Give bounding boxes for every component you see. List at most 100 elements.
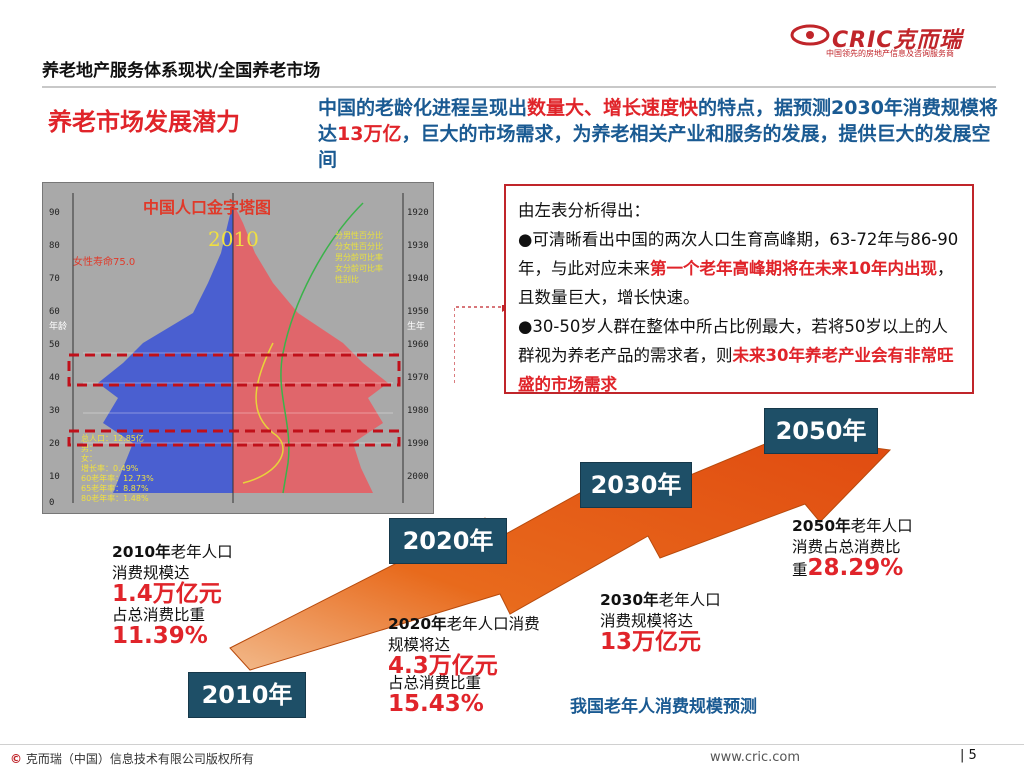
info-2010: 2010年老年人口 消费规模达 1.4万亿元 占总消费比重 11.39%: [112, 542, 302, 649]
logo-eye-icon: [790, 24, 830, 46]
pyramid-stat: 男：: [81, 444, 97, 453]
info-text: 占总消费比重: [388, 674, 482, 692]
intro-highlight-2: 13万亿: [337, 123, 402, 145]
pyramid-note: 女性寿命75.0: [73, 255, 135, 268]
page-number: | 5: [960, 748, 977, 763]
pyramid-right-axis: 1920 1930 1940 1950 1960 1970 1980 1990 …: [407, 208, 429, 482]
year-box-2010: 2010年: [188, 672, 306, 718]
pyramid-left-tick: 20: [49, 439, 60, 449]
logo-tagline: 中国领先的房地产信息及咨询服务商: [826, 49, 954, 58]
analysis-point-2: ●30-50岁人群在整体中所占比例最大，若将50岁以上的人群视为养老产品的需求者…: [518, 312, 960, 399]
intro-highlight-1: 数量大、增长速度快: [527, 97, 699, 119]
analysis-heading: 由左表分析得出：: [518, 201, 650, 220]
pyramid-left-tick: 90: [49, 208, 60, 218]
intro-text-3: ，巨大的市场需求，为养老相关产业和服务的发展，提供巨大的发展空间: [318, 123, 991, 171]
info-text: 老年人口: [658, 591, 721, 609]
page-number-value: 5: [968, 748, 977, 763]
connector-line: [454, 305, 510, 383]
pyramid-left-tick: 0: [49, 498, 54, 508]
growth-arrow: [229, 438, 892, 671]
pyramid-stat: 80老年率：1.48%: [81, 493, 149, 503]
pyramid-stats: 总人口：12.85亿 男： 女： 增长率：0.49% 60老年率：12.73% …: [81, 433, 154, 503]
pyramid-left-tick: 80: [49, 241, 60, 251]
pyramid-right-axis-label: 生年: [407, 320, 425, 332]
analysis-point-1: ●可清晰看出中国的两次人口生育高峰期，63-72年与86-90年，与此对应未来第…: [518, 225, 960, 312]
pyramid-legend-item: 分女性百分比: [335, 241, 383, 251]
pyramid-legend-item: 分男性百分比: [335, 230, 383, 240]
info-ratio: 11.39%: [112, 623, 208, 649]
info-text: 重: [792, 561, 808, 579]
pyramid-right-tick: 1990: [407, 439, 429, 449]
section-title: 养老市场发展潜力: [48, 108, 240, 136]
page-title: 养老地产服务体系现状/全国养老市场: [42, 61, 321, 81]
intro-text-1: 中国的老龄化进程呈现出: [318, 97, 528, 119]
pyramid-title: 中国人口金字塔图: [143, 198, 271, 217]
header-divider: [42, 86, 996, 88]
info-text: 消费占总消费比: [792, 538, 901, 556]
info-text: 老年人口: [170, 543, 233, 561]
pyramid-right-tick: 1940: [407, 274, 429, 284]
info-text: 占总消费比重: [112, 606, 206, 624]
analysis-text: ●可清晰看出中国的两次人口生育高峰期，63-72年与86-90年，与此对应未来: [518, 230, 959, 278]
info-year: 2050年: [792, 517, 851, 535]
info-year: 2030年: [600, 591, 659, 609]
year-box-2050: 2050年: [764, 408, 878, 454]
pyramid-right-tick: 1920: [407, 208, 429, 218]
info-2020: 2020年老年人口消费 规模将达 4.3万亿元 占总消费比重 15.43%: [388, 614, 568, 716]
footer-copyright: © 克而瑞（中国）信息技术有限公司版权所有: [10, 750, 254, 767]
forecast-caption: 我国老年人消费规模预测: [570, 697, 757, 717]
info-value: 4.3万亿元: [388, 653, 498, 679]
intro-text-2: 的特点，据预测2030年消费规模将达: [318, 97, 998, 145]
info-2030: 2030年老年人口 消费规模将达 13万亿元: [600, 590, 760, 655]
info-value: 1.4万亿元: [112, 581, 222, 607]
pyramid-legend-item: 男分龄可比率: [335, 252, 383, 262]
info-text: 消费规模达: [112, 564, 190, 582]
footer-url[interactable]: www.cric.com: [710, 750, 800, 765]
analysis-highlight: 第一个老年高峰期将在未来10年内出现: [650, 259, 937, 278]
year-box-2030: 2030年: [580, 462, 692, 508]
analysis-box: 由左表分析得出： ●可清晰看出中国的两次人口生育高峰期，63-72年与86-90…: [504, 184, 974, 394]
copyright-text: 克而瑞（中国）信息技术有限公司版权所有: [25, 752, 254, 766]
info-value: 13万亿元: [600, 629, 702, 655]
intro-paragraph: 中国的老龄化进程呈现出数量大、增长速度快的特点，据预测2030年消费规模将达13…: [318, 95, 998, 173]
pyramid-ratio-curve: [242, 342, 284, 484]
pyramid-right-tick: 1960: [407, 340, 429, 350]
pyramid-left-tick: 30: [49, 406, 60, 416]
pyramid-right-tick: 1980: [407, 406, 429, 416]
analysis-text: ，且数量巨大，增长快速。: [518, 259, 954, 307]
pyramid-legend-item: 女分龄可比率: [335, 263, 383, 273]
pyramid-left-tick: 50: [49, 340, 60, 350]
pyramid-highlight-box: [67, 353, 401, 387]
pyramid-female-area: [233, 203, 388, 493]
pyramid-left-tick: 60: [49, 307, 60, 317]
info-ratio: 28.29%: [807, 555, 904, 581]
pyramid-stat: 65老年率：8.87%: [81, 483, 149, 493]
year-box-2020: 2020年: [389, 518, 507, 564]
pyramid-right-tick: 1950: [407, 307, 429, 317]
pyramid-stat: 增长率：0.49%: [81, 463, 139, 473]
info-year: 2010年: [112, 543, 171, 561]
info-year: 2020年: [388, 615, 447, 633]
analysis-highlight: 未来30年养老产业会有非常旺盛的市场需求: [518, 346, 954, 394]
pyramid-left-tick: 40: [49, 373, 60, 383]
analysis-text: ●30-50岁人群在整体中所占比例最大，若将50岁以上的人群视为养老产品的需求者…: [518, 317, 948, 365]
pyramid-right-tick: 2000: [407, 472, 429, 482]
population-pyramid-image: 90 80 70 60 50 40 30 20 10 0 年龄 1920 193…: [42, 182, 434, 514]
pyramid-left-tick: 10: [49, 472, 60, 482]
pyramid-year: 2010: [208, 227, 259, 251]
pyramid-male-area: [98, 203, 233, 493]
pyramid-stat: 60老年率：12.73%: [81, 473, 154, 483]
pyramid-left-axis-label: 年龄: [49, 320, 67, 332]
copyright-icon: ©: [10, 752, 22, 766]
pyramid-right-tick: 1970: [407, 373, 429, 383]
footer-divider: [0, 744, 1024, 745]
pyramid-stat: 女：: [81, 453, 97, 463]
pyramid-legend-item: 性别比: [335, 274, 359, 284]
population-pyramid-graphic: 90 80 70 60 50 40 30 20 10 0 年龄 1920 193…: [43, 183, 433, 513]
pyramid-sex-ratio-curve: [280, 202, 364, 494]
cric-logo: CRIC克而瑞 中国领先的房地产信息及咨询服务商: [790, 20, 990, 60]
logo-text: CRIC克而瑞: [832, 28, 963, 53]
info-text: 老年人口消费: [446, 615, 540, 633]
info-text: 老年人口: [850, 517, 913, 535]
pyramid-stat: 总人口：12.85亿: [81, 433, 144, 443]
